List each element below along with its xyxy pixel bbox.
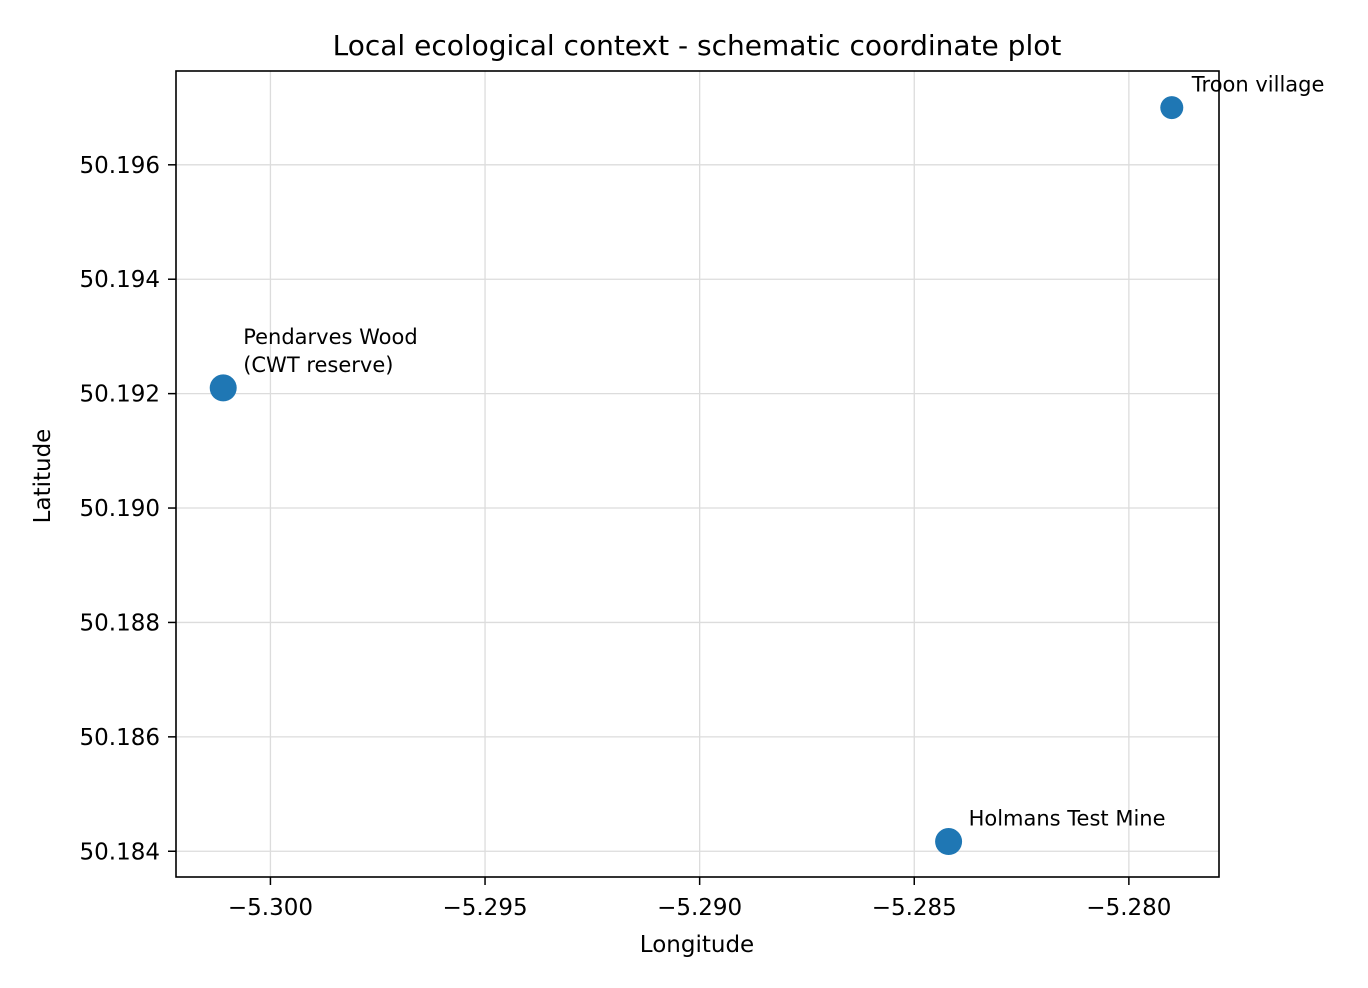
data-point-label: Pendarves Wood	[243, 325, 418, 349]
x-axis-label: Longitude	[640, 932, 754, 958]
data-points: Pendarves Wood (CWT reserve) Holmans Test …	[209, 73, 1325, 856]
axis-ticks: −5.300 −5.295 −5.290 −5.285 −5.280 50.184 50.1…	[80, 153, 1172, 921]
data-point	[935, 828, 963, 856]
y-tick-label: 50.194	[80, 267, 160, 293]
data-point-label: Troon village	[1191, 73, 1325, 97]
data-point	[1160, 96, 1184, 120]
y-tick-label: 50.184	[80, 839, 160, 865]
x-tick-label: −5.300	[228, 895, 313, 921]
grid	[176, 71, 1219, 877]
y-axis-label: Latitude	[30, 429, 56, 524]
y-tick-label: 50.190	[80, 496, 160, 522]
chart-title: Local ecological context - schematic coo…	[333, 29, 1062, 62]
data-point-label: Holmans Test Mine	[969, 807, 1166, 831]
y-tick-label: 50.186	[80, 725, 160, 751]
x-tick-label: −5.285	[872, 895, 957, 921]
data-point-label: (CWT reserve)	[243, 353, 393, 377]
x-tick-label: −5.290	[657, 895, 742, 921]
y-tick-label: 50.188	[80, 610, 160, 636]
x-tick-label: −5.280	[1086, 895, 1171, 921]
plot-frame	[175, 70, 1220, 878]
y-tick-label: 50.192	[80, 382, 160, 408]
y-tick-label: 50.196	[80, 153, 160, 179]
x-tick-label: −5.295	[442, 895, 527, 921]
data-point	[209, 374, 237, 402]
